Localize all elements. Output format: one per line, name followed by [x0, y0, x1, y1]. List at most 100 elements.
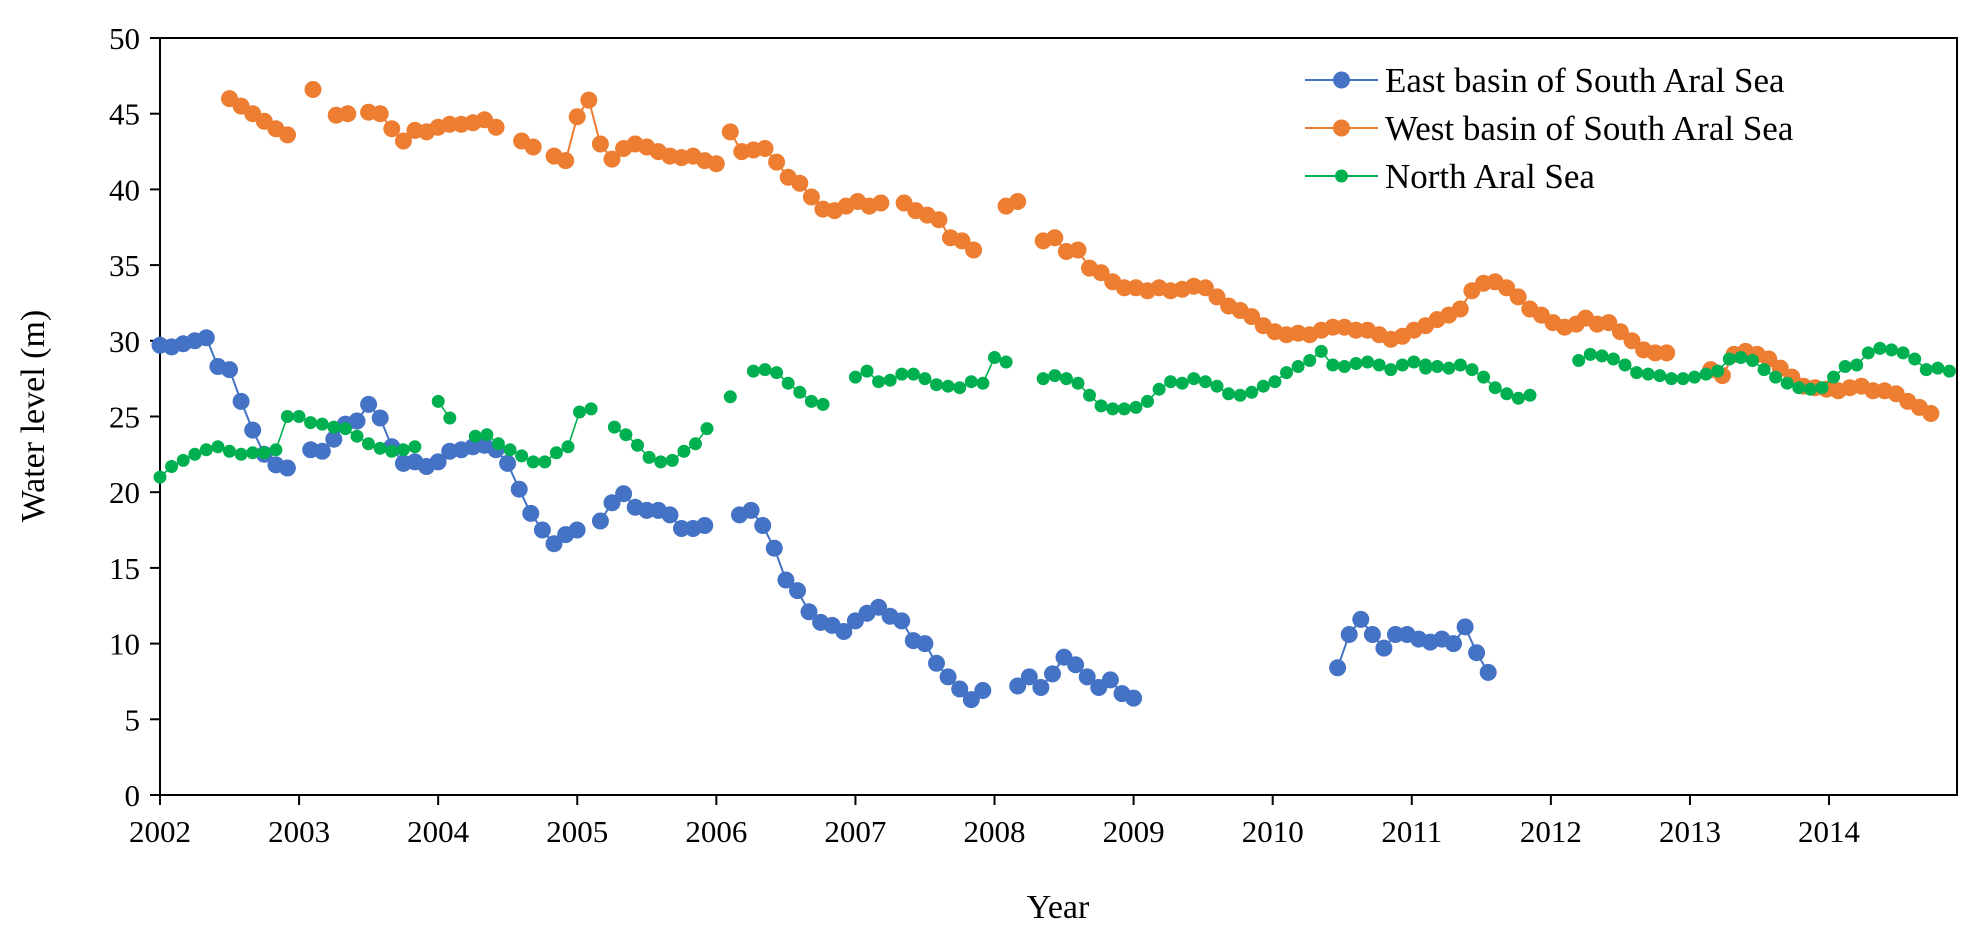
data-point — [1340, 626, 1358, 643]
data-point — [1083, 388, 1096, 402]
data-point — [1468, 644, 1486, 662]
data-point — [244, 421, 262, 439]
data-point — [1303, 354, 1317, 367]
y-tick-label: 30 — [109, 324, 140, 359]
data-point — [1919, 363, 1933, 377]
data-point — [928, 654, 945, 672]
data-point — [872, 194, 890, 212]
legend-item: North Aral Sea — [1305, 157, 1595, 196]
data-point — [793, 385, 807, 399]
data-point — [1419, 361, 1433, 375]
series-1 — [151, 329, 1497, 709]
data-point — [1908, 352, 1922, 366]
data-point — [292, 410, 306, 423]
data-point — [280, 410, 294, 423]
data-point — [1175, 376, 1189, 390]
data-point — [524, 138, 542, 156]
data-point — [197, 329, 215, 347]
x-tick-label: 2002 — [129, 814, 191, 849]
x-tick-label: 2009 — [1103, 814, 1165, 849]
data-point — [1071, 376, 1085, 390]
data-point — [246, 446, 260, 460]
data-point — [746, 364, 760, 378]
plot-frame — [159, 37, 1958, 796]
y-axis-ticks: 0 5 10 15 20 25 30 35 40 45 50 — [109, 21, 160, 813]
data-point — [615, 485, 633, 503]
data-point — [1372, 358, 1386, 372]
data-point — [315, 417, 329, 431]
data-point — [1125, 689, 1143, 707]
data-point — [591, 512, 609, 530]
data-point — [661, 506, 679, 524]
data-point — [895, 367, 909, 381]
data-point — [573, 405, 586, 419]
data-point — [988, 351, 1001, 364]
data-point — [580, 91, 598, 109]
data-point — [654, 455, 668, 469]
data-point — [408, 440, 422, 454]
data-point — [1451, 300, 1469, 318]
data-point — [953, 232, 971, 250]
data-point — [313, 442, 331, 460]
data-point — [1117, 402, 1131, 416]
data-point — [211, 440, 225, 454]
data-point — [1641, 367, 1655, 381]
y-tick-label: 20 — [109, 475, 140, 510]
data-point — [538, 455, 552, 469]
data-point — [1479, 663, 1497, 681]
data-point — [338, 422, 352, 436]
data-point — [1326, 358, 1340, 372]
data-point — [545, 535, 563, 553]
data-point — [1046, 229, 1064, 247]
data-point — [1198, 375, 1212, 389]
data-point — [371, 409, 389, 427]
data-point — [522, 504, 540, 522]
x-tick-label: 2003 — [268, 814, 330, 849]
data-point — [1445, 635, 1462, 653]
data-point — [176, 453, 190, 467]
data-point — [325, 430, 343, 448]
data-point — [642, 450, 656, 464]
data-point — [1746, 354, 1759, 367]
data-point — [568, 521, 586, 539]
data-point — [860, 364, 874, 378]
data-point — [1407, 355, 1421, 369]
data-point — [443, 411, 457, 425]
data-point — [665, 453, 679, 467]
data-point — [1630, 366, 1644, 380]
data-point — [976, 376, 990, 390]
data-point — [1850, 358, 1864, 372]
data-point — [487, 118, 505, 136]
data-point — [383, 120, 401, 138]
data-point — [584, 402, 598, 416]
data-point — [568, 108, 586, 126]
data-point — [765, 539, 783, 557]
data-point — [1711, 364, 1725, 378]
data-point — [1009, 677, 1027, 695]
data-point — [1734, 351, 1748, 364]
data-point — [1509, 288, 1527, 306]
data-point — [1196, 279, 1214, 297]
data-point — [1349, 357, 1363, 370]
y-tick-label: 10 — [109, 627, 140, 662]
data-point — [396, 443, 410, 457]
data-point — [770, 366, 784, 380]
data-point — [234, 447, 248, 461]
data-point — [789, 582, 806, 600]
data-point — [1453, 358, 1467, 372]
data-point — [1036, 372, 1050, 386]
data-point — [1722, 352, 1736, 366]
data-point — [1623, 332, 1641, 350]
plot-area-border — [159, 37, 1958, 796]
data-point — [1222, 387, 1236, 401]
y-tick-label: 50 — [109, 21, 140, 56]
data-point — [515, 449, 529, 463]
data-point — [1488, 381, 1502, 395]
data-point — [1780, 376, 1794, 390]
data-point — [603, 494, 621, 512]
data-point — [1511, 391, 1525, 405]
y-tick-label: 0 — [125, 778, 141, 813]
data-point — [1618, 358, 1632, 372]
data-point — [1375, 639, 1393, 657]
data-point — [1094, 399, 1108, 413]
